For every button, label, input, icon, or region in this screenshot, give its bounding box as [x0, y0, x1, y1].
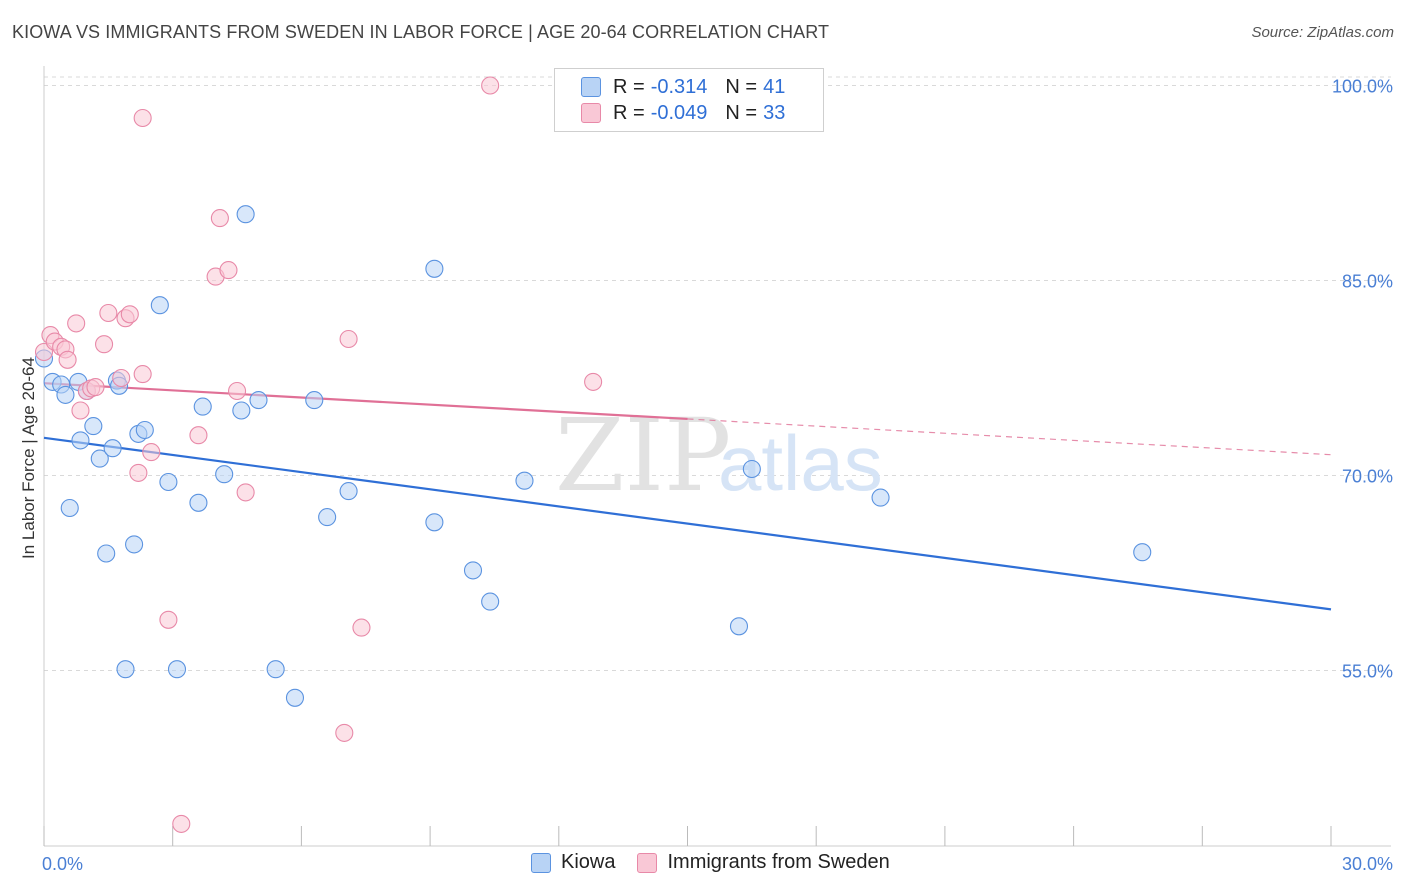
- sweden-point: [142, 443, 161, 462]
- sweden-point: [99, 303, 118, 323]
- x-tick-label: 30.0%: [1342, 854, 1393, 874]
- legend-item-sweden: Immigrants from Sweden: [637, 851, 890, 874]
- sweden-point: [129, 463, 148, 482]
- kiowa-point: [515, 471, 534, 490]
- kiowa-point: [159, 472, 178, 492]
- sweden-point: [584, 372, 603, 391]
- sweden-point: [189, 426, 208, 445]
- chart-title: KIOWA VS IMMIGRANTS FROM SWEDEN IN LABOR…: [12, 22, 830, 42]
- grid-lines: [44, 76, 1391, 671]
- kiowa-point: [236, 205, 255, 224]
- legend-row-kiowa: R = -0.314 N = 41: [581, 75, 785, 99]
- kiowa-point: [729, 617, 749, 636]
- sweden-point: [172, 814, 191, 833]
- sweden-point: [339, 329, 358, 349]
- kiowa-point: [425, 259, 444, 278]
- kiowa-point: [266, 660, 285, 679]
- kiowa-point: [742, 459, 761, 479]
- trend-lines: [43, 382, 1332, 611]
- r-label: R =: [613, 75, 645, 98]
- kiowa-point: [56, 385, 75, 404]
- sweden-point: [112, 368, 131, 388]
- sweden-point: [133, 108, 152, 128]
- trend-line-0: [43, 436, 1332, 611]
- kiowa-legend-label: Kiowa: [561, 851, 616, 873]
- axes: [43, 66, 1391, 847]
- kiowa-point: [97, 544, 116, 563]
- kiowa-point: [167, 660, 187, 679]
- kiowa-r-value: -0.314: [650, 75, 708, 98]
- sweden-point: [335, 723, 354, 742]
- kiowa-point: [871, 488, 890, 507]
- sweden-point: [120, 305, 139, 324]
- kiowa-point: [84, 417, 103, 436]
- trend-line-extension-1: [687, 418, 1332, 456]
- kiowa-point: [193, 397, 212, 416]
- sweden-point: [210, 209, 229, 228]
- sweden-point: [228, 381, 247, 401]
- tick-labels: 100.0% 85.0% 70.0% 55.0% 0.0% 30.0%: [42, 77, 1393, 875]
- sweden-point: [352, 618, 371, 637]
- sweden-point: [481, 76, 500, 95]
- n-label: N =: [725, 101, 758, 124]
- kiowa-point: [125, 535, 144, 554]
- kiowa-point: [103, 439, 122, 458]
- data-points: [34, 76, 1152, 833]
- sweden-point: [67, 314, 86, 333]
- kiowa-point: [318, 508, 337, 527]
- kiowa-point: [116, 660, 135, 679]
- sweden-point: [236, 483, 255, 502]
- legend-item-kiowa: Kiowa: [531, 851, 615, 874]
- y-axis-label: In Labor Force | Age 20-64: [19, 357, 38, 559]
- kiowa-point: [60, 498, 79, 518]
- watermark-zip: ZIP: [555, 397, 731, 514]
- kiowa-point: [189, 493, 208, 512]
- x-tick-label: 0.0%: [42, 854, 83, 874]
- sweden-point: [95, 335, 114, 354]
- y-tick-label: 55.0%: [1342, 662, 1393, 682]
- kiowa-point: [481, 592, 500, 611]
- sweden-point: [71, 401, 90, 420]
- sweden-legend-icon: [637, 852, 658, 873]
- sweden-r-value: -0.049: [650, 101, 708, 124]
- kiowa-point: [215, 465, 234, 484]
- n-label: N =: [725, 75, 758, 98]
- sweden-point: [219, 261, 238, 280]
- trend-line-1: [43, 382, 688, 421]
- kiowa-point: [135, 420, 154, 440]
- sweden-swatch-icon: [581, 103, 601, 123]
- sweden-point: [86, 378, 105, 397]
- y-tick-label: 85.0%: [1342, 272, 1393, 292]
- sweden-point: [58, 350, 77, 369]
- series-legend: Kiowa Immigrants from Sweden: [531, 851, 912, 874]
- kiowa-point: [249, 391, 268, 410]
- source-credit: Source: ZipAtlas.com: [1251, 24, 1394, 41]
- sweden-legend-label: Immigrants from Sweden: [667, 851, 890, 873]
- legend-row-sweden: R = -0.049 N = 33: [581, 101, 785, 125]
- sweden-point: [133, 365, 152, 384]
- y-tick-label: 70.0%: [1342, 467, 1393, 487]
- sweden-point: [159, 610, 178, 629]
- kiowa-point: [339, 482, 358, 501]
- correlation-legend: R = -0.314 N = 41 R = -0.049 N = 33: [554, 68, 824, 132]
- kiowa-point: [463, 561, 483, 580]
- sweden-n-value: 33: [763, 101, 786, 124]
- kiowa-point: [425, 513, 444, 532]
- r-label: R =: [613, 101, 645, 124]
- watermark: ZIP atlas: [555, 397, 883, 514]
- kiowa-swatch-icon: [581, 77, 601, 97]
- kiowa-n-value: 41: [763, 75, 786, 98]
- kiowa-point: [90, 449, 109, 468]
- y-tick-label: 100.0%: [1332, 77, 1393, 97]
- kiowa-point: [150, 296, 169, 315]
- kiowa-point: [285, 688, 305, 707]
- kiowa-legend-icon: [531, 852, 551, 873]
- kiowa-point: [71, 431, 90, 450]
- kiowa-point: [305, 391, 324, 410]
- kiowa-point: [1133, 543, 1152, 562]
- kiowa-point: [232, 401, 251, 420]
- watermark-atlas: atlas: [718, 419, 883, 507]
